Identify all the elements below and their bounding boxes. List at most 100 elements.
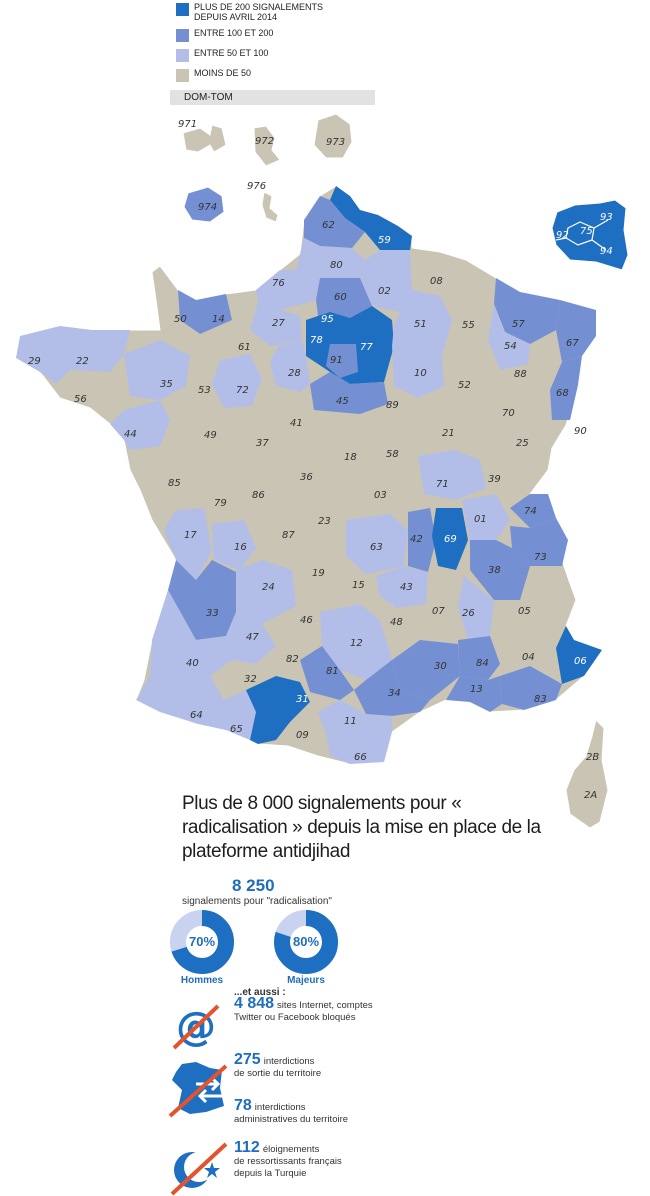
dep-label-22: 22 xyxy=(76,356,89,367)
dep-label-04: 04 xyxy=(522,652,535,663)
legend-label: MOINS DE 50 xyxy=(194,68,252,78)
dep-label-56: 56 xyxy=(74,394,87,405)
dep-label-60: 60 xyxy=(334,292,347,303)
donut-caption: Hommes xyxy=(180,975,224,986)
total-value: 8 250 xyxy=(232,876,275,895)
dep-label-24: 24 xyxy=(262,582,275,593)
dep-label-17: 17 xyxy=(184,530,197,541)
domtom-header: DOM-TOM xyxy=(170,90,375,105)
stat-number: 78 xyxy=(234,1097,252,1114)
dep-shape-81 xyxy=(300,646,354,700)
at-sign-crossed-icon: @ xyxy=(172,1004,220,1050)
dep-label-03: 03 xyxy=(374,490,387,501)
dep-label-80: 80 xyxy=(330,260,343,271)
dep-shape-43 xyxy=(376,566,428,608)
dep-label-47: 47 xyxy=(246,632,259,643)
dep-label-29: 29 xyxy=(28,356,41,367)
dep-shape-47 xyxy=(226,612,276,664)
dep-label-33: 33 xyxy=(206,608,219,619)
dep-shape-91 xyxy=(326,344,358,378)
legend: PLUS DE 200 SIGNALEMENTS DEPUIS AVRIL 20… xyxy=(176,2,386,88)
stat-number: 4 848 xyxy=(234,995,275,1012)
dep-label-36: 36 xyxy=(300,472,313,483)
donut-arc xyxy=(170,910,234,974)
dep-shape-64 xyxy=(136,676,226,730)
dep-label-21: 21 xyxy=(442,428,455,439)
donut-arc xyxy=(274,910,338,974)
dep-label-50: 50 xyxy=(174,314,187,325)
dep-label-972: 972 xyxy=(255,136,274,147)
dep-label-41: 41 xyxy=(290,418,303,429)
dep-label-18: 18 xyxy=(344,452,357,463)
dep-shape-38 xyxy=(470,540,530,600)
paris-inset-borders xyxy=(555,219,609,251)
dep-shape-40 xyxy=(150,590,232,690)
dep-label-75: 75 xyxy=(580,226,593,237)
dep-label-39: 39 xyxy=(488,474,501,485)
dep-label-43: 43 xyxy=(400,582,413,593)
dep-shape-12 xyxy=(320,604,392,680)
dep-label-90: 90 xyxy=(574,426,587,437)
dep-label-67: 67 xyxy=(566,338,579,349)
dep-label-95: 95 xyxy=(321,314,334,325)
dep-label-77: 77 xyxy=(360,342,373,353)
dep-shape-60 xyxy=(316,278,372,318)
dep-shape-26 xyxy=(458,576,494,640)
dep-shape-30 xyxy=(392,640,460,700)
dep-shape-33 xyxy=(168,560,236,640)
dep-shape-71 xyxy=(418,450,486,500)
map-colored-departments xyxy=(16,186,602,764)
dep-label-81: 81 xyxy=(326,666,339,677)
dep-label-52: 52 xyxy=(458,380,471,391)
dep-label-09: 09 xyxy=(296,730,309,741)
legend-item-over-200: PLUS DE 200 SIGNALEMENTS DEPUIS AVRIL 20… xyxy=(176,2,386,22)
legend-swatch xyxy=(176,3,189,16)
dep-label-19: 19 xyxy=(312,568,325,579)
dep-label-66: 66 xyxy=(354,752,367,763)
dep-label-28: 28 xyxy=(288,368,301,379)
legend-item-under-50: MOINS DE 50 xyxy=(176,68,386,82)
stat-text: depuis la Turquie xyxy=(234,1168,307,1179)
stat-text: éloignements xyxy=(262,1144,320,1155)
dep-label-11: 11 xyxy=(344,716,357,727)
dep-label-73: 73 xyxy=(534,552,547,563)
dep-label-93: 93 xyxy=(600,212,613,223)
dep-shape-24 xyxy=(236,560,296,624)
dep-label-27: 27 xyxy=(272,318,285,329)
dep-label-34: 34 xyxy=(388,688,401,699)
dep-shape-11 xyxy=(318,700,392,738)
dep-label-51: 51 xyxy=(414,319,427,330)
dep-label-23: 23 xyxy=(318,516,331,527)
dep-label-89: 89 xyxy=(386,400,399,411)
legend-label: PLUS DE 200 SIGNALEMENTS DEPUIS AVRIL 20… xyxy=(194,2,324,22)
dep-label-42: 42 xyxy=(410,534,423,545)
dep-label-16: 16 xyxy=(234,542,247,553)
dep-shape-74 xyxy=(510,494,556,528)
dep-label-92: 92 xyxy=(556,230,569,241)
dep-label-15: 15 xyxy=(352,580,365,591)
dep-shape-84 xyxy=(458,636,500,680)
dep-shape-10 xyxy=(392,346,444,398)
stat-text: administratives du territoire xyxy=(234,1114,349,1125)
dep-label-44: 44 xyxy=(124,429,137,440)
donut-hommes: 70% Hommes xyxy=(170,910,240,986)
dep-label-91: 91 xyxy=(330,355,343,366)
legend-label: ENTRE 50 ET 100 xyxy=(194,48,269,58)
legend-swatch xyxy=(176,29,189,42)
dep-shape-13 xyxy=(446,676,502,712)
dep-label-87: 87 xyxy=(282,530,295,541)
dep-shape-51 xyxy=(392,290,452,360)
legend-swatch xyxy=(176,69,189,82)
dep-label-32: 32 xyxy=(244,674,257,685)
dep-label-71: 71 xyxy=(436,479,449,490)
dep-label-973: 973 xyxy=(326,137,345,148)
dep-label-70: 70 xyxy=(502,408,515,419)
dep-shape-27 xyxy=(250,302,302,346)
dep-label-01: 01 xyxy=(474,514,487,525)
dep-shape-59 xyxy=(330,186,412,250)
stat-text: interdictions xyxy=(263,1056,315,1067)
dep-label-65: 65 xyxy=(230,724,243,735)
dep-shape-45 xyxy=(310,372,388,414)
stat-number: 112 xyxy=(234,1139,260,1156)
dep-shape-29 xyxy=(16,326,70,384)
